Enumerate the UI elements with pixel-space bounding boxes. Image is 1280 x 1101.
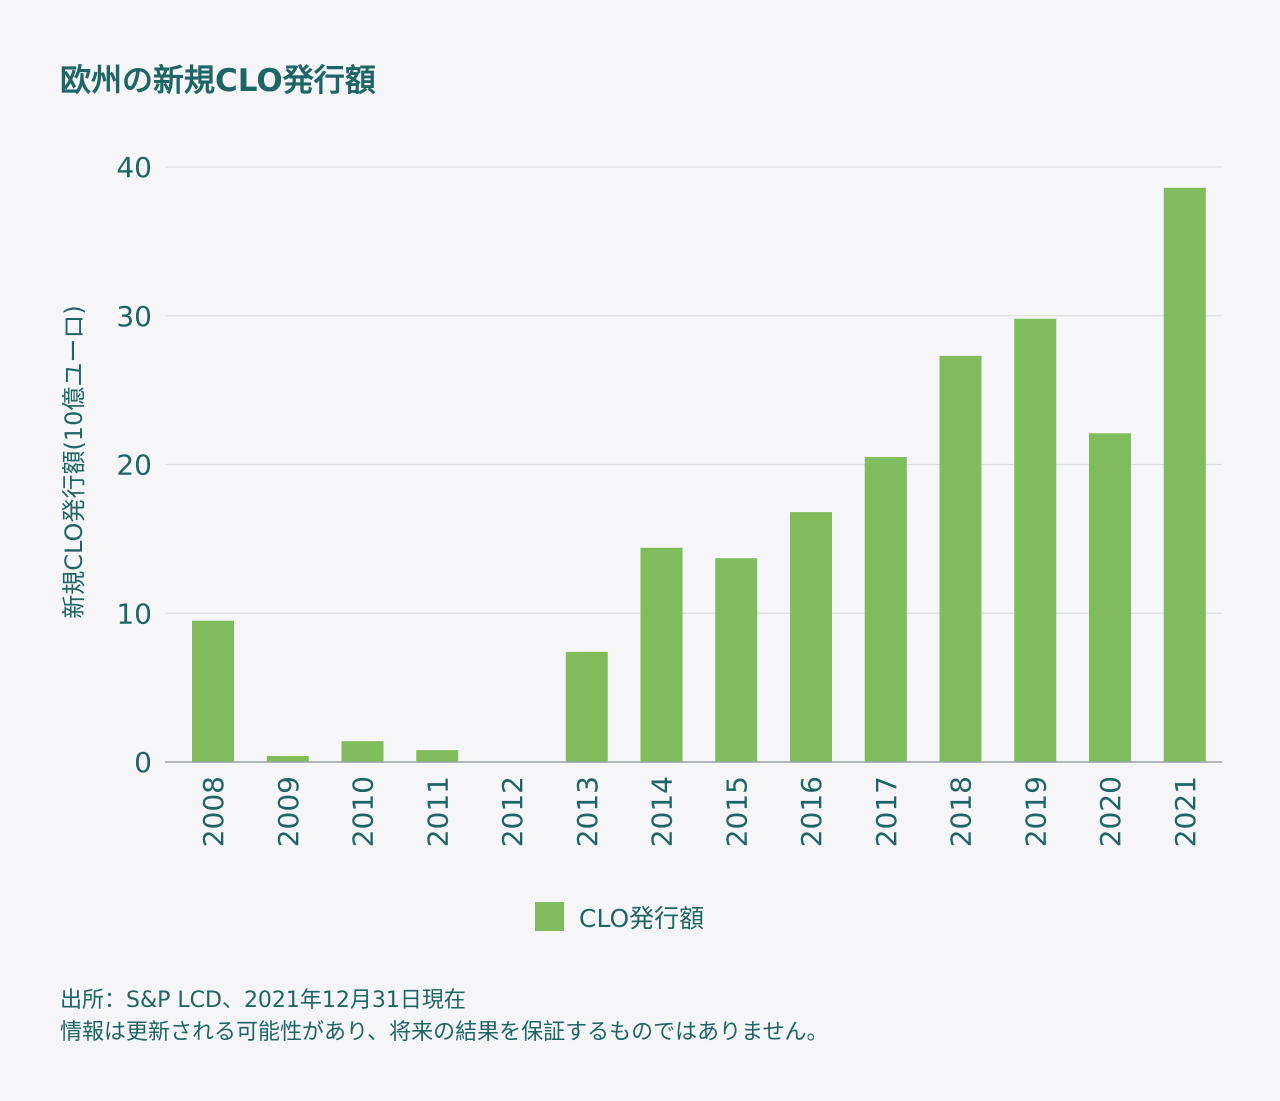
bar-2017 — [864, 457, 907, 762]
y-tick-label: 20 — [116, 449, 152, 482]
x-tick-label-2013: 2013 — [571, 776, 604, 847]
bar-2019 — [1014, 318, 1057, 762]
x-tick-label-2014: 2014 — [646, 776, 679, 847]
footnote: 出所：S&P LCD、2021年12月31日現在 情報は更新される可能性があり、… — [60, 985, 828, 1049]
x-tick-label-2012: 2012 — [496, 776, 529, 847]
bar-2021 — [1163, 187, 1206, 762]
x-tick-label-2019: 2019 — [1019, 776, 1052, 847]
bar-2015 — [715, 558, 758, 762]
bars — [192, 187, 1206, 762]
legend-label: CLO発行額 — [579, 904, 704, 933]
x-tick-label-2010: 2010 — [347, 776, 380, 847]
x-tick-label-2017: 2017 — [870, 776, 903, 847]
footnote-source: 出所：S&P LCD、2021年12月31日現在 — [60, 988, 466, 1013]
y-tick-label: 30 — [116, 300, 152, 333]
x-tick-label-2018: 2018 — [945, 776, 978, 847]
x-tick-label-2011: 2011 — [421, 776, 454, 847]
bar-2020 — [1089, 433, 1131, 762]
x-tick-label-2021: 2021 — [1169, 776, 1202, 847]
legend: CLO発行額 — [535, 902, 704, 933]
y-tick-label: 40 — [116, 151, 152, 184]
y-axis-label: 新規CLO発行額(10億ユーロ) — [60, 305, 88, 618]
bar-2008 — [192, 620, 234, 762]
grid-lines — [165, 166, 1222, 614]
x-tick-label-2015: 2015 — [720, 776, 753, 847]
y-tick-label: 0 — [134, 746, 152, 779]
bar-2011 — [416, 750, 459, 762]
bar-2010 — [341, 741, 384, 762]
footnote-disclaimer: 情報は更新される可能性があり、将来の結果を保証するものではありません。 — [60, 1020, 829, 1045]
bar-2009 — [266, 756, 309, 762]
x-tick-label-2009: 2009 — [272, 776, 305, 847]
legend-swatch — [535, 902, 564, 931]
bar-2016 — [790, 512, 832, 762]
bar-2013 — [565, 651, 608, 762]
x-tick-labels: 2008 2009 2010 2011 2012 2013 2014 2015 2016 2017… — [197, 776, 1202, 847]
x-tick-label-2020: 2020 — [1094, 776, 1127, 847]
y-tick-labels: 0 10 20 30 40 — [116, 151, 152, 779]
x-tick-label-2016: 2016 — [795, 776, 828, 847]
y-tick-label: 10 — [116, 597, 152, 630]
bar-2018 — [939, 355, 982, 762]
x-tick-label-2008: 2008 — [197, 776, 230, 847]
bar-2014 — [640, 547, 683, 762]
chart-title: 欧州の新規CLO発行額 — [60, 63, 376, 99]
